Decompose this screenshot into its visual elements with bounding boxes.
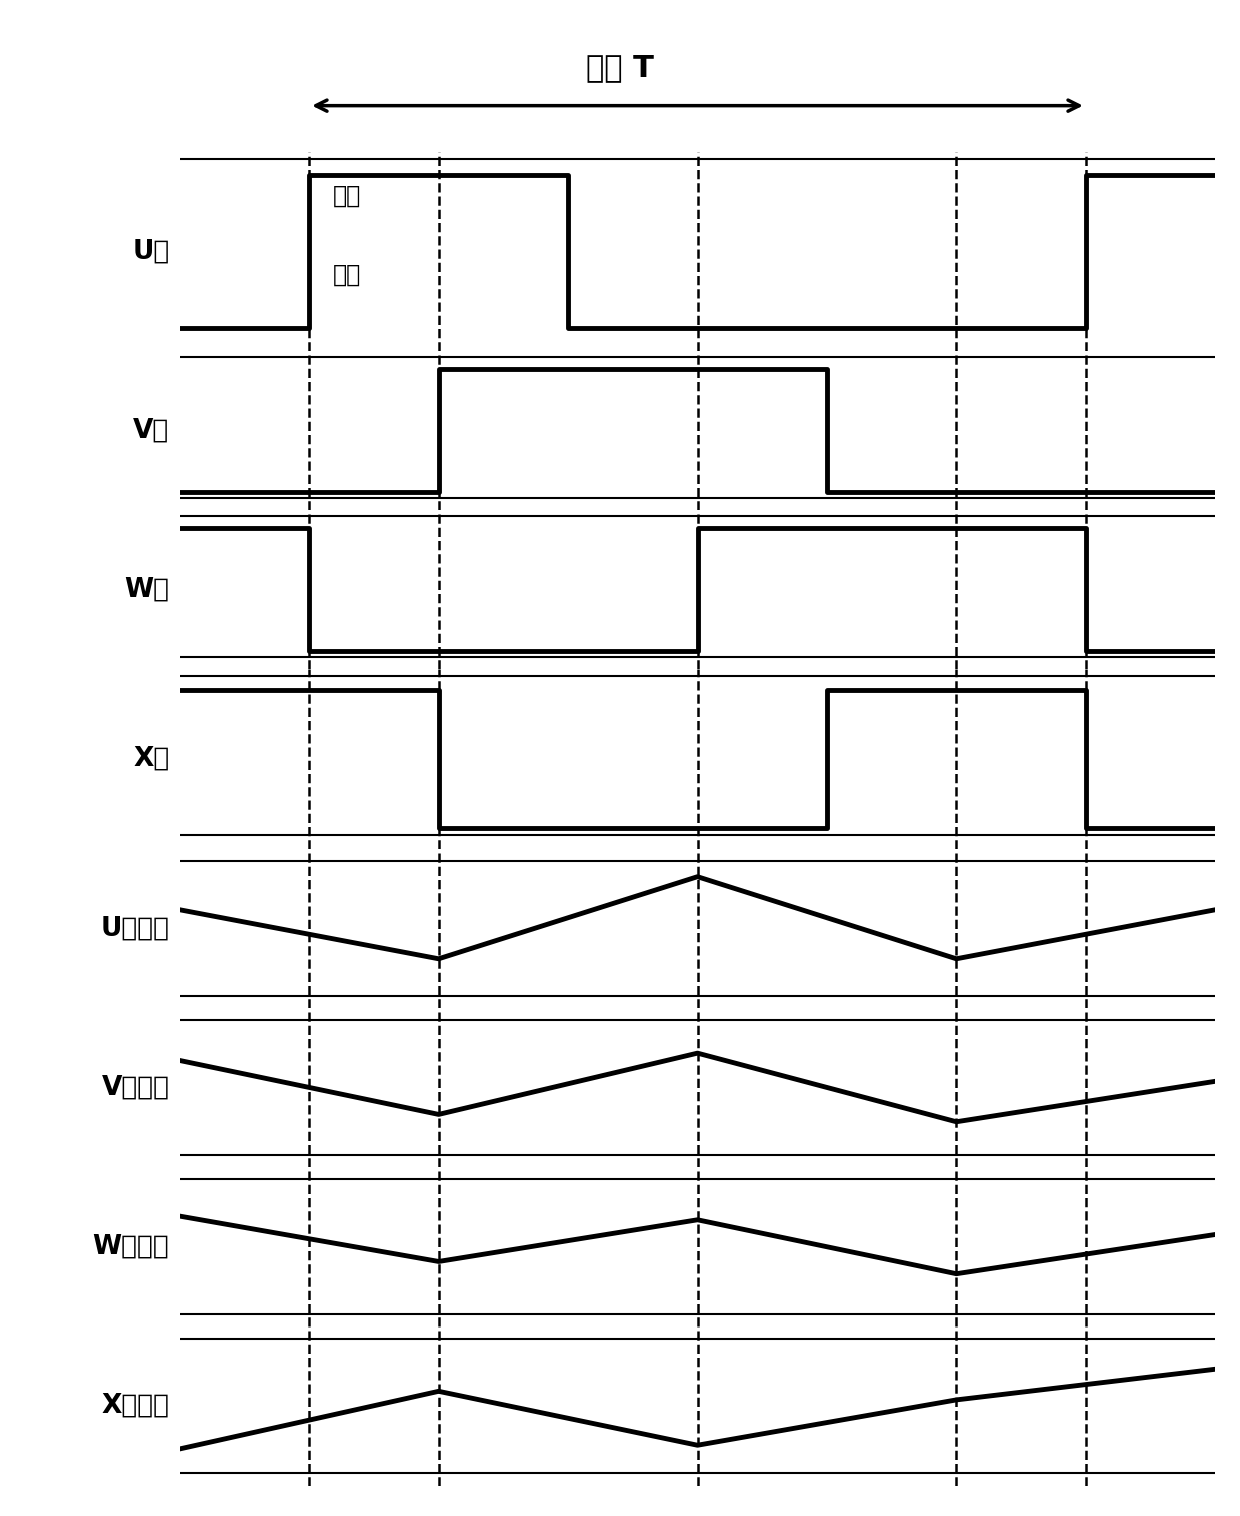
Text: 闭合: 闭合 [332, 183, 361, 208]
Text: W相: W相 [124, 576, 170, 603]
Text: U相: U相 [133, 238, 170, 264]
Text: 断开: 断开 [332, 264, 361, 287]
Text: 周期 T: 周期 T [587, 53, 653, 82]
Text: V相: V相 [133, 417, 170, 443]
Text: U相电流: U相电流 [100, 916, 170, 941]
Text: X相: X相 [133, 746, 170, 772]
Text: X相电流: X相电流 [102, 1393, 170, 1419]
Text: W相电流: W相电流 [93, 1234, 170, 1260]
Text: V相电流: V相电流 [102, 1075, 170, 1101]
